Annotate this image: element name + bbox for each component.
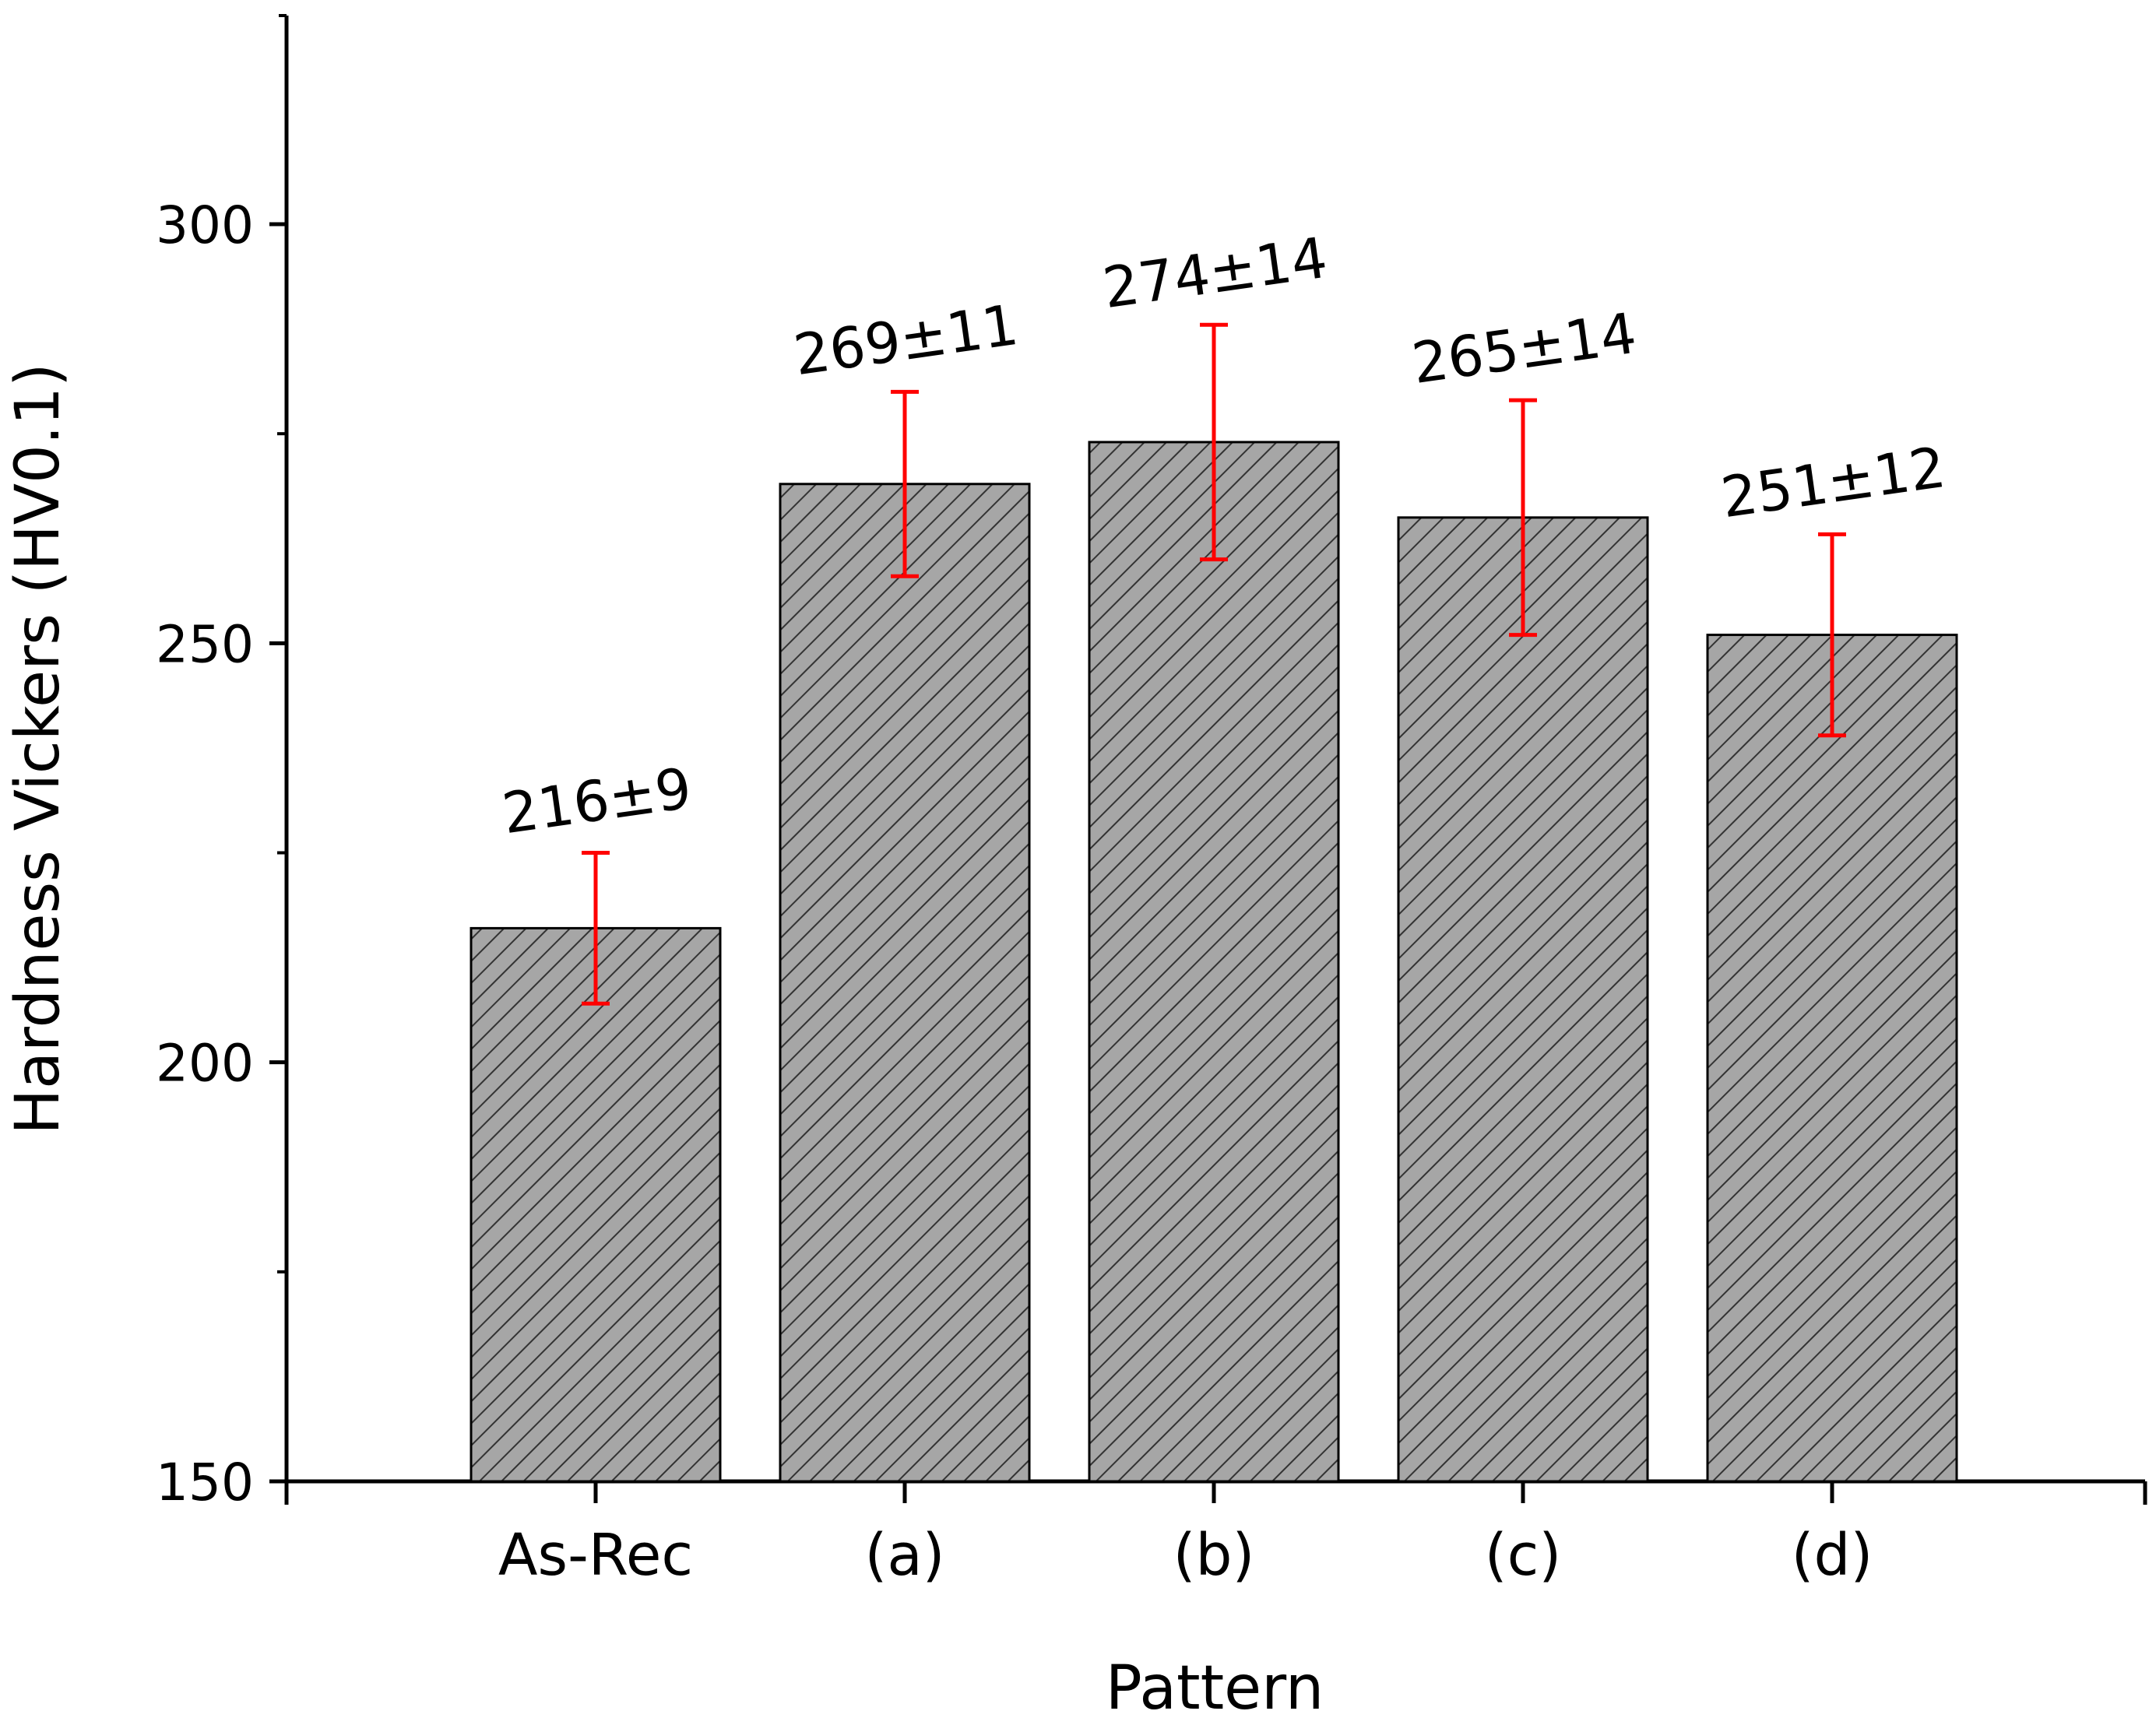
data-label-3: 265±14 (1408, 300, 1640, 396)
bar-2 (1088, 441, 1340, 1483)
bar-3 (1397, 516, 1649, 1483)
y-tick-label: 300 (156, 195, 254, 255)
bars-layer (470, 441, 1958, 1483)
y-axis-ticks: 150 200 250 300 (156, 14, 287, 1512)
bar-1 (779, 483, 1031, 1483)
x-axis-title: Pattern (1106, 1653, 1324, 1718)
x-tick-label-4: (d) (1792, 1522, 1873, 1589)
y-tick-label: 200 (156, 1034, 254, 1094)
data-label-4: 251±12 (1717, 434, 1949, 530)
y-tick-label: 250 (156, 614, 254, 674)
x-tick-label-2: (b) (1173, 1522, 1255, 1589)
x-tick-label-0: As-Rec (498, 1522, 693, 1589)
bar-4 (1706, 634, 1958, 1483)
x-axis-ticks: As-Rec (a) (b) (c) (d) (284, 1481, 2147, 1589)
data-label-1: 269±11 (790, 292, 1022, 388)
data-label-0: 216±9 (498, 755, 695, 846)
x-tick-label-1: (a) (864, 1522, 944, 1589)
bar-0 (470, 926, 722, 1483)
y-tick-label: 150 (156, 1453, 254, 1512)
data-label-2: 274±14 (1099, 225, 1331, 321)
y-axis-title: Hardness Vickers (HV0.1) (3, 363, 73, 1134)
x-tick-label-3: (c) (1485, 1522, 1561, 1589)
error-bars-layer (582, 322, 1846, 1006)
